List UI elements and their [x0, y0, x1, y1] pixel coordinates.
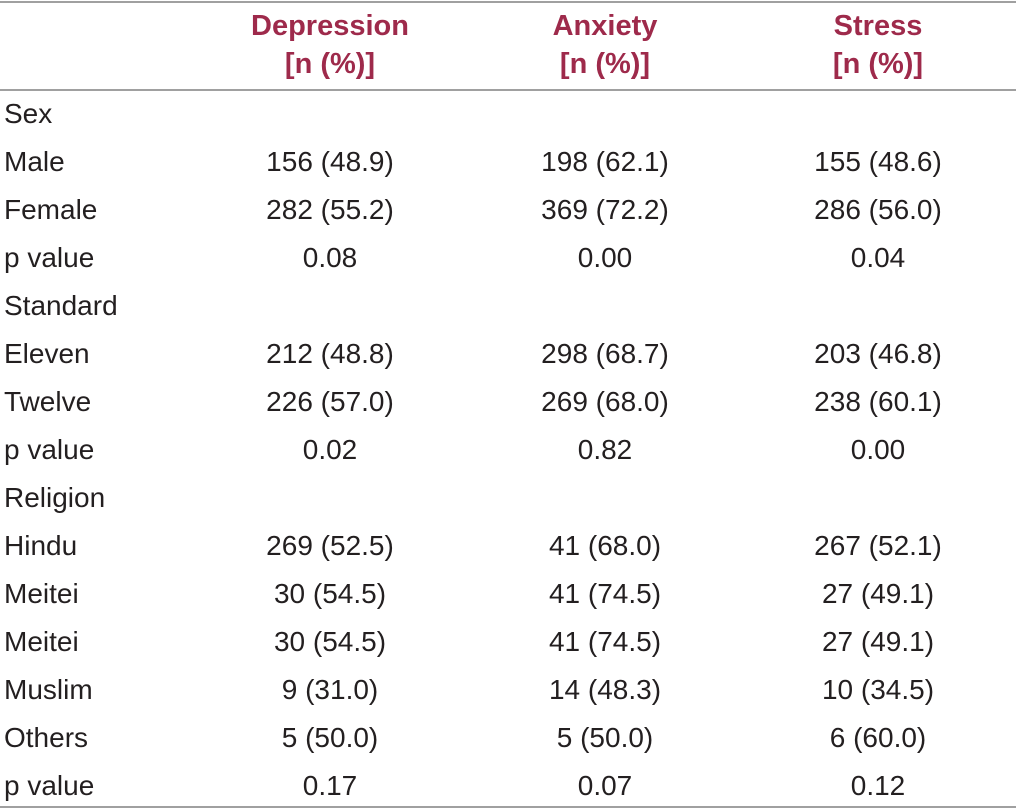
row-label: Hindu — [4, 530, 78, 561]
row-label: p value — [4, 242, 95, 273]
top-rule — [0, 1, 1016, 3]
header-rule — [0, 89, 1016, 91]
cell-value: 0.17 — [302, 770, 358, 801]
row-label: Female — [4, 194, 98, 225]
cell-value: 0.82 — [577, 434, 633, 465]
row-label: Male — [4, 146, 65, 177]
cell-value: 212 (48.8) — [266, 338, 394, 369]
column-header: Depression — [251, 10, 409, 42]
row-label: Eleven — [4, 338, 90, 369]
cell-value: 41 (74.5) — [548, 578, 662, 609]
section-label: Religion — [4, 482, 106, 513]
cell-value: 203 (46.8) — [814, 338, 942, 369]
column-unit: [n (%)] — [832, 48, 924, 80]
row-label: Muslim — [4, 674, 93, 705]
bottom-rule — [0, 806, 1016, 808]
column-header: Stress — [833, 10, 923, 42]
cell-value: 5 (50.0) — [556, 722, 654, 753]
cell-value: 27 (49.1) — [821, 626, 935, 657]
cell-value: 269 (68.0) — [541, 386, 669, 417]
row-label: p value — [4, 770, 95, 801]
cell-value: 0.00 — [577, 242, 633, 273]
cell-value: 0.04 — [850, 242, 906, 273]
cell-value: 30 (54.5) — [273, 626, 387, 657]
cell-value: 6 (60.0) — [829, 722, 927, 753]
cell-value: 298 (68.7) — [541, 338, 669, 369]
cell-value: 0.08 — [302, 242, 358, 273]
cell-value: 369 (72.2) — [541, 194, 669, 225]
cell-value: 269 (52.5) — [266, 530, 394, 561]
cell-value: 0.00 — [850, 434, 906, 465]
cell-value: 156 (48.9) — [266, 146, 394, 177]
cell-value: 267 (52.1) — [814, 530, 942, 561]
column-unit: [n (%)] — [284, 48, 376, 80]
row-label: Others — [4, 722, 89, 753]
row-label: p value — [4, 434, 95, 465]
cell-value: 238 (60.1) — [814, 386, 942, 417]
cell-value: 27 (49.1) — [821, 578, 935, 609]
cell-value: 5 (50.0) — [281, 722, 379, 753]
cell-value: 14 (48.3) — [548, 674, 662, 705]
cell-value: 9 (31.0) — [281, 674, 379, 705]
row-label: Meitei — [4, 626, 79, 657]
cell-value: 41 (68.0) — [548, 530, 662, 561]
column-unit: [n (%)] — [559, 48, 651, 80]
cell-value: 0.12 — [850, 770, 906, 801]
section-label: Sex — [4, 98, 53, 129]
cell-value: 30 (54.5) — [273, 578, 387, 609]
section-label: Standard — [4, 290, 118, 321]
cell-value: 198 (62.1) — [541, 146, 669, 177]
cell-value: 286 (56.0) — [814, 194, 942, 225]
row-label: Twelve — [4, 386, 92, 417]
row-label: Meitei — [4, 578, 79, 609]
cell-value: 0.02 — [302, 434, 358, 465]
cell-value: 155 (48.6) — [814, 146, 942, 177]
cell-value: 282 (55.2) — [266, 194, 394, 225]
cell-value: 0.07 — [577, 770, 633, 801]
cell-value: 41 (74.5) — [548, 626, 662, 657]
cell-value: 226 (57.0) — [266, 386, 394, 417]
column-header: Anxiety — [552, 10, 658, 42]
cell-value: 10 (34.5) — [821, 674, 935, 705]
